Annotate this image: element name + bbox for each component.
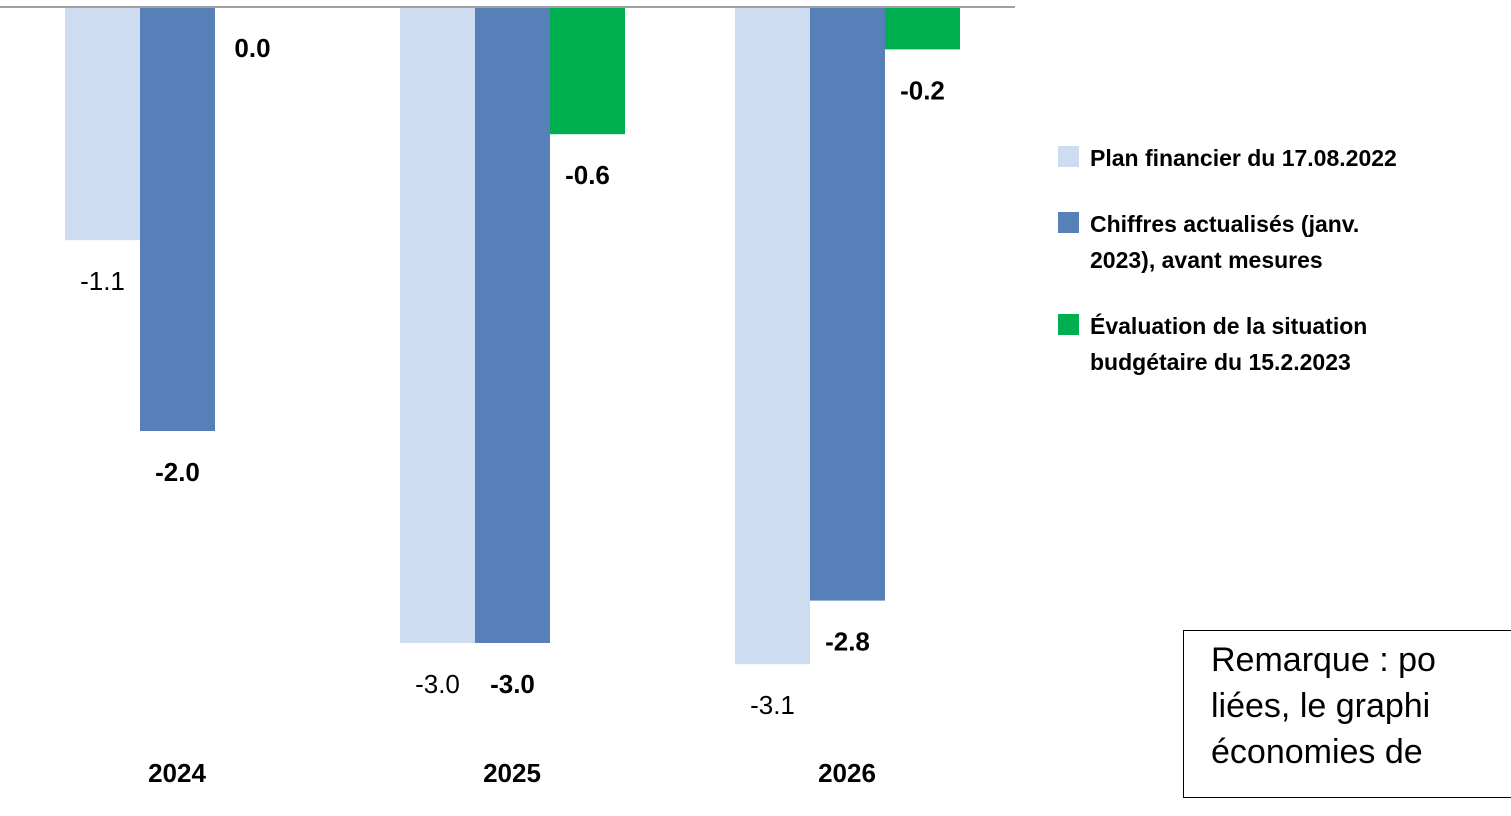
x-tick-label: 2025 [483,758,541,788]
bar [810,7,885,601]
note-line: économies de [1211,733,1423,771]
data-label: -2.8 [825,626,870,656]
data-label: -0.2 [900,75,945,105]
data-label: -0.6 [565,160,610,190]
data-label: -1.1 [80,266,125,296]
note-line: Remarque : po [1211,641,1436,679]
data-label: -3.0 [415,669,460,699]
x-tick-label: 2026 [818,758,876,788]
legend-item: Évaluation de la situation budgétaire du… [1058,308,1438,380]
legend-label: Évaluation de la situation budgétaire du… [1090,313,1368,375]
x-tick-label: 2024 [148,758,206,788]
legend-swatch [1058,146,1079,167]
bar [475,7,550,643]
bar [885,7,960,50]
legend-label: Plan financier du 17.08.2022 [1090,145,1397,171]
bar [400,7,475,643]
legend-item: Chiffres actualisés (janv. 2023), avant … [1058,206,1438,278]
legend-item: Plan financier du 17.08.2022 [1058,140,1438,176]
bar [735,7,810,665]
legend-swatch [1058,212,1079,233]
bar [65,7,140,241]
bar [140,7,215,431]
data-label: 0.0 [234,33,270,63]
legend-label: Chiffres actualisés (janv. 2023), avant … [1090,211,1360,273]
data-label: -3.0 [490,669,535,699]
note-line: liées, le graphi [1211,687,1431,725]
legend: Plan financier du 17.08.2022 Chiffres act… [1058,140,1438,410]
note-box: Remarque : po liées, le graphi économies d… [1183,630,1511,798]
bar [550,7,625,135]
data-label: -3.1 [750,690,795,720]
legend-swatch [1058,314,1079,335]
data-label: -2.0 [155,457,200,487]
